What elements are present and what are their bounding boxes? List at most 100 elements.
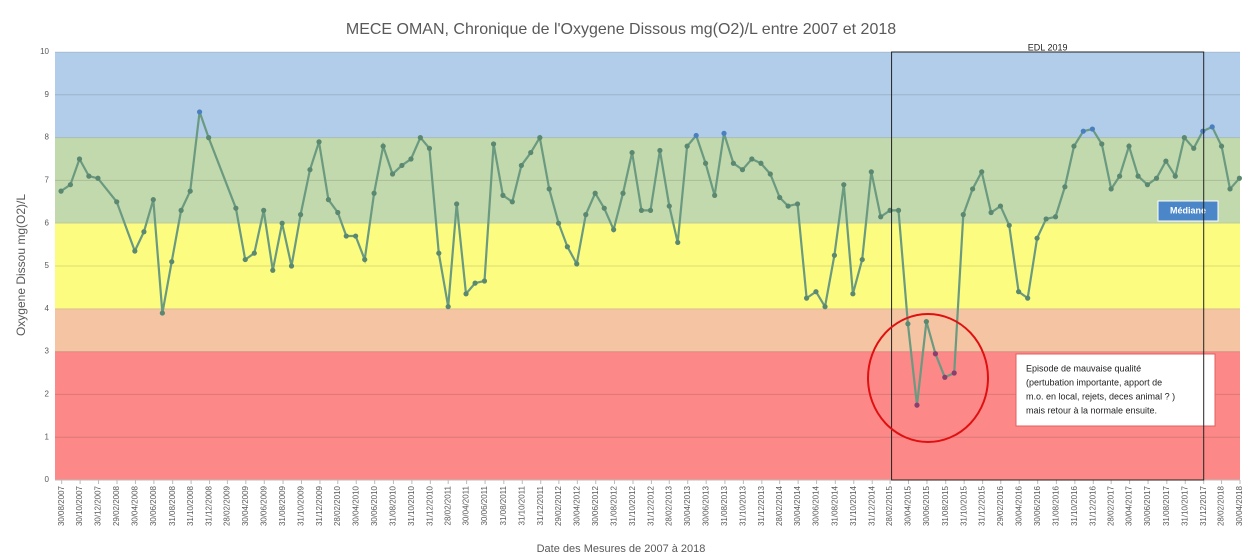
- data-point: [905, 321, 911, 327]
- x-tick-label: 31/12/2015: [978, 485, 987, 526]
- data-point: [481, 278, 488, 284]
- data-point: [611, 227, 617, 233]
- data-point: [1052, 214, 1059, 220]
- data-point: [371, 190, 377, 196]
- x-tick-label: 31/10/2008: [186, 485, 195, 526]
- data-point: [979, 169, 985, 175]
- data-point: [500, 192, 506, 198]
- x-tick-label: 30/06/2012: [591, 485, 600, 526]
- data-point: [436, 250, 442, 256]
- data-point: [417, 135, 423, 141]
- x-tick-label: 30/04/2011: [462, 485, 471, 525]
- data-point: [86, 173, 92, 179]
- data-point: [822, 304, 828, 310]
- x-axis-label: Date des Mesures de 2007 à 2018: [537, 543, 706, 555]
- data-point: [270, 267, 276, 273]
- data-point: [1117, 173, 1123, 179]
- data-point: [583, 212, 589, 218]
- data-point: [693, 132, 699, 139]
- x-tick-label: 31/08/2009: [278, 485, 287, 526]
- data-point: [555, 220, 562, 226]
- data-point: [942, 374, 948, 380]
- data-point: [279, 220, 285, 226]
- data-point: [206, 135, 212, 141]
- x-tick-label: 30/06/2008: [149, 485, 158, 526]
- chart-title: MECE OMAN, Chronique de l'Oxygene Dissou…: [346, 21, 896, 38]
- y-tick-label: 6: [45, 218, 50, 227]
- data-point: [629, 149, 635, 156]
- x-tick-label: 31/12/2010: [425, 485, 434, 526]
- data-point: [813, 289, 819, 295]
- data-point: [868, 169, 874, 175]
- y-axis-label: Oxygene Dissou mg(O2)/L: [14, 194, 28, 336]
- x-tick-label: 31/08/2015: [941, 485, 950, 526]
- x-tick-label: 29/02/2012: [554, 485, 563, 526]
- data-point: [841, 182, 847, 188]
- x-tick-label: 30/06/2015: [922, 485, 931, 526]
- data-point: [528, 149, 534, 156]
- x-tick-label: 28/02/2017: [1106, 485, 1115, 526]
- data-point: [620, 190, 626, 196]
- data-point: [1043, 216, 1049, 222]
- y-tick-label: 10: [40, 47, 49, 56]
- x-tick-label: 30/04/2012: [572, 485, 581, 526]
- x-tick-label: 28/02/2018: [1217, 485, 1226, 526]
- data-point: [132, 248, 138, 254]
- x-tick-label: 31/08/2010: [389, 485, 398, 526]
- data-point: [574, 261, 580, 267]
- x-tick-label: 28/02/2013: [664, 485, 673, 526]
- highlight-ellipse: [867, 313, 989, 443]
- data-point: [1016, 289, 1022, 295]
- data-point: [1172, 173, 1178, 179]
- zone-band: [55, 52, 1240, 138]
- data-point: [472, 280, 478, 286]
- data-point: [1209, 124, 1215, 130]
- data-point: [196, 109, 203, 115]
- data-point: [988, 209, 994, 216]
- annotation-box: [1015, 353, 1216, 427]
- data-point: [730, 160, 736, 166]
- x-tick-label: 31/10/2013: [738, 485, 747, 526]
- x-tick-label: 30/04/2009: [241, 485, 250, 526]
- x-tick-label: 29/02/2008: [112, 485, 121, 526]
- data-point: [739, 167, 746, 173]
- data-point: [794, 201, 801, 207]
- data-point: [362, 256, 368, 263]
- x-tick-label: 30/06/2011: [480, 485, 489, 525]
- data-point: [1236, 175, 1242, 181]
- annotation-line: m.o. en local, rejets, deces animal ? ): [1026, 391, 1175, 401]
- data-point: [114, 199, 120, 205]
- data-point: [758, 160, 764, 166]
- x-tick-label: 30/04/2014: [793, 485, 802, 526]
- data-point: [1099, 141, 1105, 147]
- x-tick-label: 31/12/2013: [757, 485, 766, 526]
- y-tick-label: 2: [45, 390, 50, 399]
- x-tick-label: 31/10/2014: [849, 485, 858, 526]
- data-point: [187, 188, 193, 194]
- data-point: [970, 186, 976, 192]
- data-point: [509, 199, 515, 205]
- x-tick-label: 30/06/2009: [259, 485, 268, 526]
- zone-band: [55, 223, 1240, 309]
- data-point: [785, 203, 791, 209]
- x-tick-label: 30/06/2016: [1033, 485, 1042, 526]
- x-tick-label: 31/10/2011: [517, 485, 526, 525]
- data-point: [932, 351, 939, 357]
- data-point: [1200, 128, 1206, 134]
- data-point: [684, 143, 690, 149]
- data-point: [408, 156, 414, 162]
- x-tick-label: 30/06/2017: [1143, 485, 1152, 526]
- y-tick-label: 0: [45, 475, 50, 484]
- data-point: [914, 402, 920, 408]
- x-tick-label: 31/08/2014: [830, 485, 839, 526]
- legend-box: [1157, 200, 1219, 222]
- data-point: [1153, 175, 1160, 181]
- data-point: [850, 291, 856, 297]
- data-point: [712, 192, 718, 198]
- data-point: [1135, 173, 1141, 179]
- data-point: [1089, 126, 1096, 132]
- data-point: [1163, 158, 1169, 164]
- data-point: [169, 259, 175, 265]
